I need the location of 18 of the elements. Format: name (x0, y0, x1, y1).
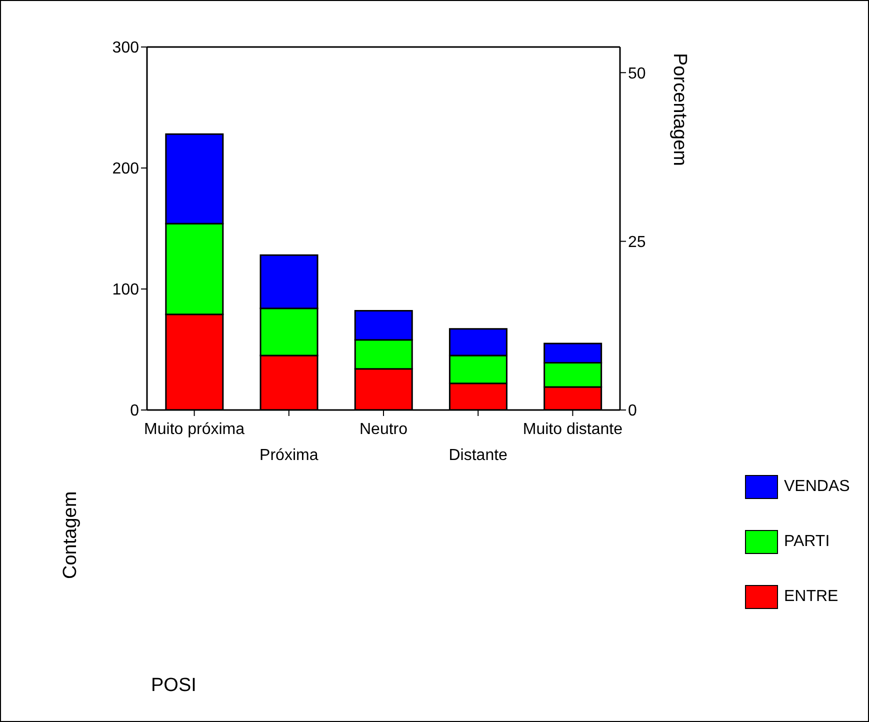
x-tick-label: Muito distante (522, 421, 623, 438)
y-axis-title: Contagem (60, 491, 81, 579)
x-tick-label: Distante (448, 447, 508, 464)
y-tick-label: 100 (112, 282, 140, 299)
text: POSI (151, 675, 196, 696)
y-tick-label: 200 (112, 160, 140, 178)
y2-axis-title: Porcentagem (669, 53, 690, 166)
x-tick-label: Próxima (260, 447, 318, 464)
x-tick-label: Neutro (359, 421, 408, 438)
legend-label: ENTRE (784, 588, 838, 606)
x-tick-label: Muito próxima (144, 421, 245, 438)
y2-tick-label: 25 (628, 234, 646, 251)
legend-label: PARTI (784, 533, 830, 551)
y-tick-label: 300 (112, 40, 140, 57)
legend-label: VENDAS (784, 478, 850, 496)
y2-tick-label: 50 (628, 65, 646, 82)
y-tick-label: 0 (130, 402, 140, 420)
y2-tick-label: 0 (628, 402, 637, 420)
